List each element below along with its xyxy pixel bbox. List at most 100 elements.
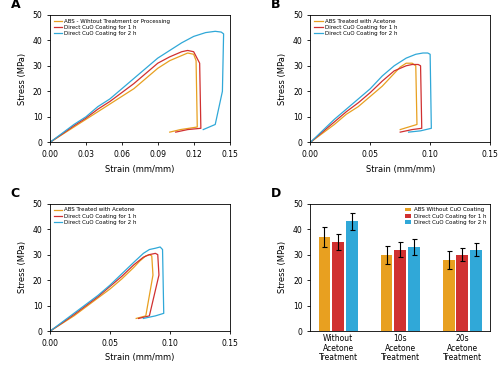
ABS - Wihtout Treatment or Processing (47, 140, 53, 145)
ABS Treated with Acetone (403, 61, 409, 66)
ABS Treated with Acetone (397, 127, 403, 132)
ABS Treated with Acetone (107, 287, 113, 291)
Direct CuO Coating for 2 h (212, 122, 218, 127)
ABS - Wihtout Treatment or Processing (95, 110, 101, 114)
ABS Treated with Acetone (308, 140, 314, 145)
Direct CuO Coating for 1 h (59, 321, 65, 325)
Direct CuO Coating for 1 h (155, 61, 161, 66)
Direct CuO Coating for 1 h (178, 50, 184, 54)
Direct CuO Coating for 1 h (143, 71, 149, 76)
ABS Treated with Acetone (409, 61, 415, 66)
Line: Direct CuO Coating for 2 h: Direct CuO Coating for 2 h (310, 53, 432, 142)
Direct CuO Coating for 1 h (415, 62, 421, 67)
ABS - Wihtout Treatment or Processing (184, 51, 190, 55)
Y-axis label: Stress (MPa): Stress (MPa) (278, 53, 287, 105)
Direct CuO Coating for 2 h (119, 272, 125, 276)
Bar (380, 255, 392, 331)
Line: Direct CuO Coating for 2 h: Direct CuO Coating for 2 h (50, 247, 164, 331)
Direct CuO Coating for 1 h (107, 99, 113, 104)
Direct CuO Coating for 2 h (308, 140, 314, 145)
ABS Treated with Acetone (149, 254, 155, 258)
Direct CuO Coating for 1 h (71, 312, 77, 317)
Legend: ABS Treated with Acetone, Direct CuO Coating for 1 h, Direct CuO Coating for 2 h: ABS Treated with Acetone, Direct CuO Coa… (313, 18, 398, 38)
Direct CuO Coating for 1 h (152, 251, 158, 255)
Direct CuO Coating for 1 h (146, 252, 152, 257)
ABS Treated with Acetone (59, 321, 65, 326)
Direct CuO Coating for 2 h (190, 34, 196, 39)
Direct CuO Coating for 1 h (140, 255, 146, 259)
Direct CuO Coating for 2 h (220, 89, 226, 93)
Direct CuO Coating for 2 h (160, 311, 166, 315)
Direct CuO Coating for 2 h (220, 32, 226, 36)
Direct CuO Coating for 2 h (403, 56, 409, 60)
Direct CuO Coating for 2 h (83, 302, 89, 307)
ABS - Wihtout Treatment or Processing (166, 59, 172, 63)
Direct CuO Coating for 2 h (157, 245, 163, 249)
Direct CuO Coating for 1 h (397, 130, 403, 134)
Y-axis label: Stress (MPa): Stress (MPa) (278, 241, 287, 293)
Line: ABS Treated with Acetone: ABS Treated with Acetone (50, 255, 153, 331)
Direct CuO Coating for 1 h (136, 316, 141, 321)
Direct CuO Coating for 1 h (419, 126, 425, 131)
Direct CuO Coating for 2 h (119, 86, 125, 91)
Direct CuO Coating for 2 h (391, 64, 397, 68)
ABS Treated with Acetone (414, 122, 420, 127)
Direct CuO Coating for 2 h (140, 251, 146, 255)
ABS Treated with Acetone (133, 316, 139, 321)
Direct CuO Coating for 1 h (356, 100, 362, 105)
ABS - Wihtout Treatment or Processing (155, 66, 161, 71)
Direct CuO Coating for 2 h (212, 29, 218, 33)
ABS - Wihtout Treatment or Processing (178, 127, 184, 132)
Line: ABS - Wihtout Treatment or Processing: ABS - Wihtout Treatment or Processing (50, 53, 198, 142)
ABS Treated with Acetone (95, 296, 101, 300)
ABS Treated with Acetone (119, 277, 125, 281)
ABS Treated with Acetone (397, 65, 403, 69)
Direct CuO Coating for 1 h (131, 263, 137, 267)
ABS Treated with Acetone (320, 131, 326, 135)
ABS - Wihtout Treatment or Processing (166, 130, 172, 134)
Bar (332, 242, 344, 331)
Direct CuO Coating for 1 h (71, 124, 77, 128)
ABS - Wihtout Treatment or Processing (143, 76, 149, 81)
Text: C: C (10, 187, 20, 200)
Direct CuO Coating for 2 h (143, 66, 149, 71)
Direct CuO Coating for 1 h (156, 273, 162, 277)
Line: ABS Treated with Acetone: ABS Treated with Acetone (310, 63, 417, 142)
Direct CuO Coating for 1 h (172, 130, 178, 134)
ABS Treated with Acetone (146, 252, 152, 257)
ABS Treated with Acetone (332, 122, 338, 127)
Direct CuO Coating for 1 h (379, 79, 385, 83)
ABS Treated with Acetone (143, 254, 149, 258)
Bar (456, 255, 468, 331)
ABS Treated with Acetone (379, 84, 385, 88)
Direct CuO Coating for 1 h (47, 140, 53, 145)
Direct CuO Coating for 1 h (409, 127, 415, 132)
Direct CuO Coating for 2 h (131, 76, 137, 81)
Direct CuO Coating for 2 h (166, 48, 172, 53)
Direct CuO Coating for 2 h (59, 320, 65, 325)
Direct CuO Coating for 2 h (152, 314, 158, 318)
ABS - Wihtout Treatment or Processing (119, 94, 125, 99)
Direct CuO Coating for 1 h (95, 294, 101, 299)
ABS - Wihtout Treatment or Processing (131, 86, 137, 91)
Direct CuO Coating for 2 h (71, 122, 77, 127)
ABS Treated with Acetone (344, 112, 349, 116)
Direct CuO Coating for 1 h (146, 314, 152, 318)
Direct CuO Coating for 1 h (59, 132, 65, 137)
Direct CuO Coating for 2 h (344, 107, 349, 112)
Y-axis label: Stress (MPa): Stress (MPa) (18, 53, 27, 105)
Direct CuO Coating for 2 h (424, 51, 430, 55)
Direct CuO Coating for 2 h (379, 74, 385, 78)
Direct CuO Coating for 1 h (166, 54, 172, 59)
Direct CuO Coating for 2 h (420, 51, 426, 55)
Y-axis label: Stress (MPa): Stress (MPa) (18, 241, 27, 293)
Direct CuO Coating for 1 h (131, 81, 137, 86)
Direct CuO Coating for 2 h (418, 129, 424, 133)
ABS - Wihtout Treatment or Processing (190, 52, 196, 57)
Direct CuO Coating for 1 h (47, 329, 53, 333)
Legend: ABS Treated with Acetone, Direct CuO Coating for 1 h, Direct CuO Coating for 2 h: ABS Treated with Acetone, Direct CuO Coa… (53, 206, 138, 226)
Direct CuO Coating for 2 h (428, 126, 434, 131)
Direct CuO Coating for 1 h (83, 116, 89, 120)
Direct CuO Coating for 2 h (155, 56, 161, 60)
Direct CuO Coating for 2 h (413, 52, 419, 57)
